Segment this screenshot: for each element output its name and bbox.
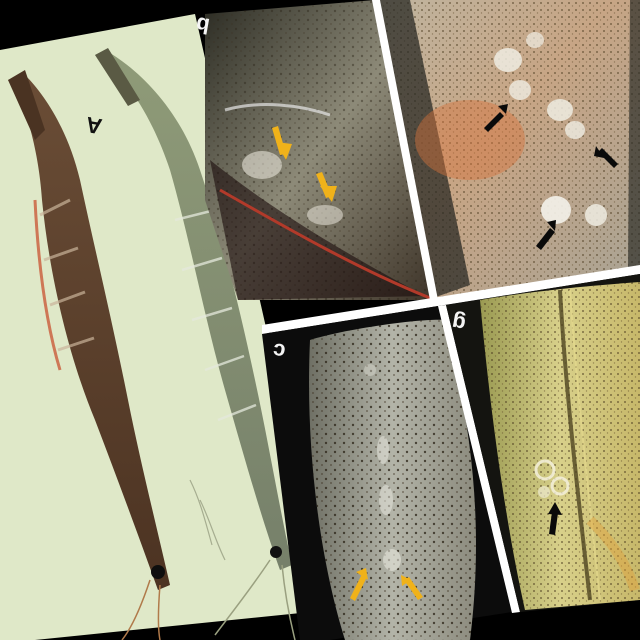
white-spot [509, 80, 531, 100]
white-spot [538, 486, 550, 498]
white-spot [383, 549, 401, 571]
panel-g [446, 274, 640, 612]
white-spot [526, 32, 544, 48]
white-spot [364, 364, 376, 376]
yellow-arrow-icon [272, 126, 292, 160]
divider-vertical-bottom [438, 305, 520, 613]
white-spot [377, 436, 389, 464]
shrimp-green [95, 48, 296, 640]
yellow-arrow-icon [401, 575, 423, 600]
yellow-arrow-icon [350, 568, 368, 601]
black-arrow-icon [536, 220, 556, 250]
divider-vertical-top [372, 0, 438, 300]
white-spot [547, 99, 573, 121]
black-arrow-icon [484, 104, 508, 132]
white-spot [541, 196, 571, 224]
white-spot [307, 205, 343, 225]
white-spot [242, 151, 282, 179]
shrimp-green-eye [270, 546, 282, 558]
white-spot [379, 485, 393, 515]
white-spot [565, 121, 585, 139]
divider-horizontal [262, 265, 640, 334]
panel-b [205, 0, 433, 300]
white-spot [494, 48, 522, 72]
white-spot [550, 476, 570, 496]
panel-c [262, 306, 512, 640]
panel-d [378, 0, 640, 298]
white-spot [534, 459, 556, 481]
yellow-arrow-icon [316, 172, 337, 202]
black-arrow-icon [594, 146, 618, 168]
shrimp-dark-eye [151, 565, 165, 579]
white-spot [585, 204, 607, 226]
panel-a [0, 14, 330, 640]
shrimp-dark [8, 70, 170, 640]
black-arrow-icon [548, 502, 562, 535]
